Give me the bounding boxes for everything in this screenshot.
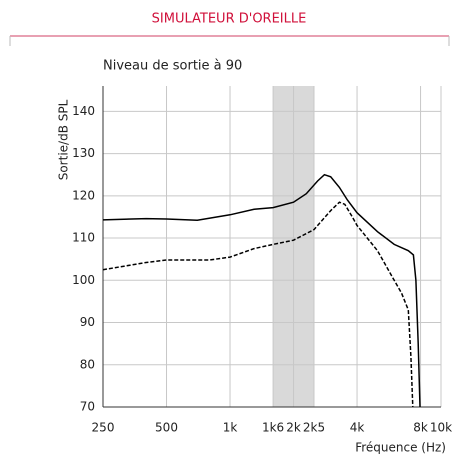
- x-tick-label: 1k6: [262, 421, 284, 435]
- x-tick-label: 250: [92, 421, 115, 435]
- y-tick-label: 140: [72, 104, 95, 118]
- x-tick-label: 8k: [413, 421, 428, 435]
- series-line: [102, 201, 414, 408]
- x-tick-label: 2k: [286, 421, 301, 435]
- y-tick-label: 90: [80, 315, 95, 329]
- header-title: SIMULATEUR D'OREILLE: [152, 12, 307, 27]
- y-tick-label: 80: [80, 357, 95, 371]
- x-tick-label: 10k: [430, 421, 452, 435]
- series-line: [102, 173, 421, 408]
- x-tick-label: 1k: [223, 421, 238, 435]
- y-tick-label: 70: [80, 400, 95, 414]
- x-axis-label: Fréquence (Hz): [355, 441, 446, 455]
- x-tick-label: 4k: [350, 421, 365, 435]
- y-tick-label: 130: [72, 146, 95, 160]
- x-tick-label: 2k5: [303, 421, 325, 435]
- chart-title: Niveau de sortie à 90: [103, 59, 242, 74]
- y-axis-label: Sortie/dB SPL: [57, 99, 71, 180]
- x-tick-label: 500: [155, 421, 178, 435]
- y-tick-label: 120: [72, 188, 95, 202]
- y-tick-label: 110: [72, 231, 95, 245]
- y-tick-label: 100: [72, 273, 95, 287]
